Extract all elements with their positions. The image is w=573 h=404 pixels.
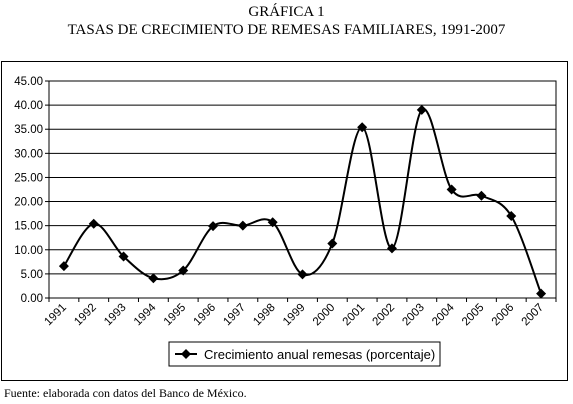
chart-subtitle: TASAS DE CRECIMIENTO DE REMESAS FAMILIAR… <box>67 22 506 38</box>
legend-box <box>168 341 441 367</box>
data-point-marker <box>536 288 547 299</box>
data-point-marker <box>446 184 457 195</box>
x-tick-label: 2005 <box>460 302 487 329</box>
data-point-marker <box>386 243 397 254</box>
x-tick-label: 2004 <box>430 301 457 328</box>
data-point-marker <box>237 220 248 231</box>
y-tick-label: 15.00 <box>14 221 43 233</box>
data-point-marker <box>88 218 99 229</box>
x-tick-label: 1997 <box>221 302 248 329</box>
legend-diamond-marker <box>181 349 191 359</box>
y-tick-labels: 0.00 5.00 10.00 15.00 20.00 25.00 30.00 35.00 40… <box>14 76 43 305</box>
y-tick-label: 5.00 <box>21 269 43 281</box>
x-tick-labels: 1991 1992 1993 1994 1995 1996 1997 1998 1999 2000… <box>42 301 546 328</box>
data-point-marker <box>357 122 368 133</box>
x-tick-label: 2001 <box>341 302 368 329</box>
data-point-marker <box>208 221 219 232</box>
x-tick-label: 1991 <box>42 302 69 329</box>
data-point-marker <box>267 217 278 228</box>
x-tick-label: 1998 <box>251 302 278 329</box>
x-tick-label: 2003 <box>400 302 427 329</box>
y-tick-label: 35.00 <box>14 124 43 136</box>
x-tick-label: 1995 <box>162 302 189 329</box>
x-tick-label: 1993 <box>102 302 129 329</box>
data-point-marker <box>148 273 159 284</box>
axes <box>45 80 557 302</box>
legend-label: Crecimiento anual remesas (porcentaje) <box>204 347 435 362</box>
x-tick-label: 1999 <box>281 302 308 329</box>
x-tick-label: 2000 <box>311 302 338 329</box>
data-point-marker <box>118 251 129 262</box>
y-tick-label: 45.00 <box>14 76 43 88</box>
y-tick-label: 0.00 <box>21 293 43 305</box>
plot-area-border <box>48 80 557 299</box>
x-tick-label: 2002 <box>371 302 398 329</box>
data-point-marker <box>178 265 189 276</box>
grid-lines <box>49 80 556 299</box>
data-point-marker <box>297 269 308 280</box>
x-tick-label: 1992 <box>72 302 99 329</box>
data-point-marker <box>416 104 427 115</box>
x-tick-label: 2006 <box>490 302 517 329</box>
x-tick-label: 1996 <box>192 302 219 329</box>
y-tick-label: 25.00 <box>14 172 43 184</box>
data-point-marker <box>506 211 517 222</box>
legend: Crecimiento anual remesas (porcentaje) <box>168 341 441 367</box>
data-point-marker <box>58 261 69 272</box>
chart-title: GRÁFICA 1 <box>248 4 325 20</box>
x-tick-label: 1994 <box>132 301 159 328</box>
y-tick-label: 10.00 <box>14 245 43 257</box>
x-tick-label: 2007 <box>520 302 547 329</box>
y-tick-label: 40.00 <box>14 100 43 112</box>
y-tick-label: 30.00 <box>14 148 43 160</box>
y-tick-label: 20.00 <box>14 197 43 209</box>
series-markers <box>58 104 547 299</box>
source-note: Fuente: elaborada con datos del Banco de… <box>4 386 247 400</box>
chart-frame <box>1 61 568 381</box>
data-point-marker <box>327 238 338 249</box>
data-point-marker <box>476 190 487 201</box>
